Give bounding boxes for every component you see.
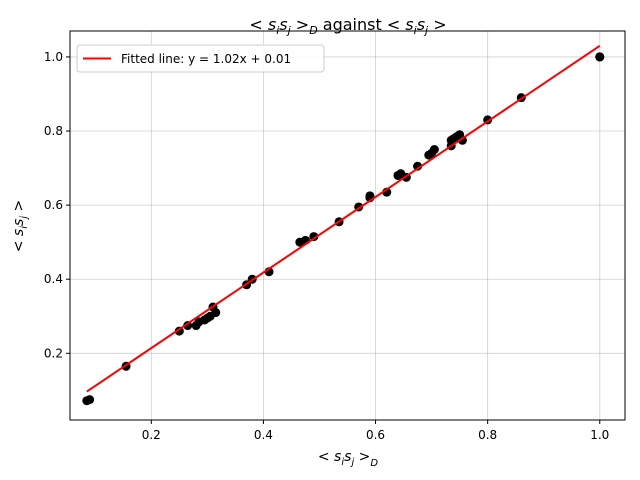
x-tick-label: 0.4 — [254, 428, 273, 442]
y-tick-label: 0.6 — [44, 198, 63, 212]
ticks: 0.2 0.4 0.6 0.8 1.0 0.2 0.4 0.6 0.8 1.0 — [44, 50, 609, 442]
y-axis-label: < sisj > — [11, 200, 30, 253]
legend-label: Fitted line: y = 1.02x + 0.01 — [121, 52, 291, 66]
data-point — [85, 395, 95, 405]
y-tick-label: 0.8 — [44, 124, 63, 138]
chart-title: < sisj >D against < sisj > — [249, 15, 446, 37]
data-point — [595, 52, 605, 62]
x-tick-label: 1.0 — [590, 428, 609, 442]
data-point — [211, 308, 221, 318]
axes-frame — [69, 30, 626, 421]
data-point — [429, 145, 439, 155]
fitted-line — [86, 44, 601, 393]
x-axis-label: < sisj >D — [318, 449, 379, 469]
x-tick-label: 0.2 — [142, 428, 161, 442]
x-tick-label: 0.6 — [366, 428, 385, 442]
data-point — [183, 321, 193, 331]
y-tick-label: 0.2 — [44, 346, 63, 360]
legend-box — [76, 44, 325, 73]
data-layer — [82, 44, 605, 406]
x-tick-label: 0.8 — [478, 428, 497, 442]
grid — [70, 31, 625, 420]
data-point — [413, 161, 423, 171]
y-tick-label: 1.0 — [44, 50, 63, 64]
legend: Fitted line: y = 1.02x + 0.01 — [76, 44, 325, 73]
y-tick-label: 0.4 — [44, 272, 63, 286]
